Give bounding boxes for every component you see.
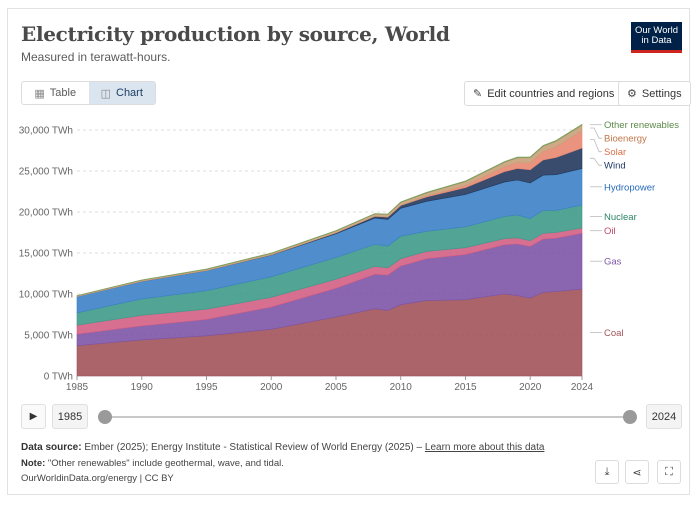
data-source: Data source: Ember (2025); Energy Instit…: [21, 442, 544, 453]
learn-more-link[interactable]: Learn more about this data: [424, 442, 545, 453]
y-tick-label: 25,000 TWh: [19, 167, 73, 178]
owid-logo[interactable]: Our World in Data: [631, 22, 682, 52]
timeline-end-handle[interactable]: [623, 410, 637, 424]
y-tick-label: 15,000 TWh: [19, 249, 73, 260]
legend-connector: [590, 139, 602, 153]
credit-line: OurWorldinData.org/energy | CC BY: [21, 473, 174, 484]
settings-label: Settings: [641, 87, 682, 100]
timeline-start-handle[interactable]: [98, 410, 112, 424]
legend-label-nuclear[interactable]: Nuclear: [604, 212, 637, 223]
y-tick-label: 20,000 TWh: [19, 208, 73, 219]
legend-connector: [590, 157, 602, 166]
area-other-renewables[interactable]: [76, 123, 583, 297]
y-tick-label: 0 TWh: [44, 372, 73, 383]
y-tick-label: 30,000 TWh: [19, 126, 73, 137]
x-tick-label: 2000: [260, 382, 283, 393]
tab-chart-label: Chart: [116, 87, 143, 99]
tab-table[interactable]: ▦ Table: [22, 82, 89, 104]
play-button[interactable]: ▶: [21, 404, 46, 429]
x-tick-label: 2015: [454, 382, 477, 393]
tab-chart[interactable]: ◫ Chart: [88, 82, 155, 104]
note-label: Note:: [21, 458, 46, 469]
edit-countries-button[interactable]: ✎ Edit countries and regions: [464, 81, 624, 106]
fullscreen-icon: ⛶: [665, 465, 673, 478]
x-tick-label: 1990: [131, 382, 154, 393]
page-title: Electricity production by source, World: [21, 22, 450, 46]
stacked-area-chart: 0 TWh 5,000 TWh 10,000 TWh 15,000 TWh 20,000…: [19, 120, 680, 393]
x-tick-label: 2020: [519, 382, 542, 393]
timeline: ▶ 1985 2024: [21, 404, 683, 430]
note-text: "Other renewables" include geothermal, w…: [47, 458, 284, 469]
x-tick-label: 1995: [195, 382, 218, 393]
download-icon: ⤓: [604, 465, 610, 478]
x-tick-label: 2010: [390, 382, 413, 393]
data-source-text: Ember (2025); Energy Institute - Statist…: [84, 442, 423, 453]
data-source-label: Data source:: [21, 442, 82, 453]
download-button[interactable]: ⤓: [595, 460, 619, 484]
x-tick-label: 2024: [571, 382, 594, 393]
y-tick-label: 10,000 TWh: [19, 290, 73, 301]
chart-icon: ◫: [100, 87, 111, 100]
y-tick-label: 5,000 TWh: [24, 331, 73, 342]
legend-label-other-renewables[interactable]: Other renewables: [604, 120, 679, 131]
legend-label-hydropower[interactable]: Hydropower: [604, 182, 655, 193]
x-tick-label: 2005: [325, 382, 348, 393]
page-subtitle: Measured in terawatt-hours.: [21, 50, 171, 64]
gear-icon: ⚙: [627, 88, 637, 100]
logo-line-1: Our World: [634, 25, 679, 36]
timeline-track[interactable]: [105, 416, 629, 418]
legend-connector: [590, 127, 602, 139]
logo-accent-bar: [631, 50, 682, 53]
legend-label-wind[interactable]: Wind: [604, 161, 626, 172]
logo-line-2: in Data: [641, 35, 672, 46]
timeline-end-year[interactable]: 2024: [646, 404, 682, 429]
timeline-start-year[interactable]: 1985: [52, 404, 88, 429]
view-tabs: ▦ Table ◫ Chart: [21, 81, 156, 105]
chart-note: Note: "Other renewables" include geother…: [21, 458, 284, 469]
share-icon: ⋖: [632, 466, 642, 479]
settings-button[interactable]: ⚙ Settings: [618, 81, 691, 106]
share-button[interactable]: ⋖: [625, 460, 649, 484]
fullscreen-button[interactable]: ⛶: [657, 460, 681, 484]
x-tick-label: 1985: [66, 382, 89, 393]
legend-label-bioenergy[interactable]: Bioenergy: [604, 134, 647, 145]
legend-label-solar[interactable]: Solar: [604, 147, 626, 158]
legend-label-coal[interactable]: Coal: [604, 328, 624, 339]
edit-countries-label: Edit countries and regions: [487, 87, 615, 100]
tab-table-label: Table: [49, 87, 77, 99]
pencil-icon: ✎: [473, 88, 483, 100]
legend-label-gas[interactable]: Gas: [604, 257, 622, 268]
play-icon: ▶: [29, 411, 38, 422]
legend-label-oil[interactable]: Oil: [604, 226, 616, 237]
table-icon: ▦: [34, 87, 45, 100]
